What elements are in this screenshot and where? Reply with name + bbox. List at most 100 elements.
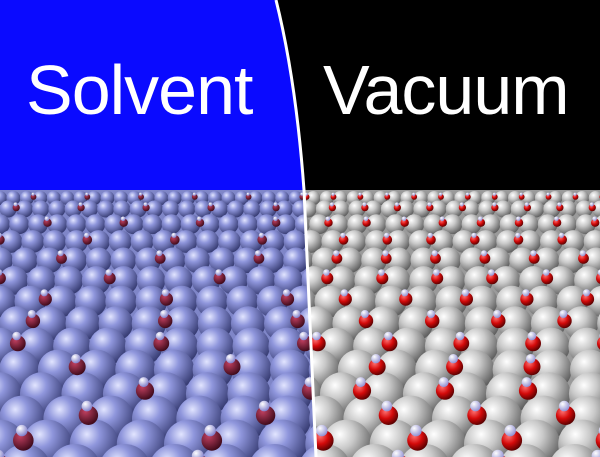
vacuum-atom [537,214,558,235]
vacuum-oxygen [431,272,444,285]
vacuum-atom [397,200,415,218]
vacuum-oxygen [557,235,567,245]
vacuum-hydrogen [438,377,449,388]
solvent-hydrogen [282,289,291,297]
vacuum-hydrogen [401,216,407,222]
solvent-oxygen [56,253,67,264]
vacuum-oxygen [491,313,506,329]
vacuum-oxygen [580,292,595,306]
vacuum-atom [408,230,432,253]
solvent-atom [194,200,212,218]
vacuum-hydrogen [470,400,481,412]
vacuum-atom [518,214,539,235]
solvent-hydrogen [273,202,278,207]
vacuum-atom [328,214,348,235]
vacuum-oxygen [330,194,337,200]
vacuum-hydrogen [492,192,496,196]
vacuum-atom [480,214,501,235]
solvent-oxygen [9,335,26,352]
vacuum-hydrogen [325,216,331,222]
vacuum-oxygen [486,272,499,285]
vacuum-oxygen [324,218,333,227]
solvent-oxygen [82,235,93,245]
solvent-hydrogen [81,400,93,412]
vacuum-hydrogen [455,331,465,341]
vacuum-oxygen [552,218,562,227]
vacuum-hydrogen [427,232,433,238]
solvent-oxygen [290,313,305,329]
vacuum-atom [509,247,535,274]
solvent-hydrogen [27,310,36,318]
vacuum-oxygen [491,194,498,200]
solvent-atom-layer [0,191,316,457]
solvent-oxygen [0,235,5,245]
vacuum-hydrogen [340,289,348,297]
solvent-hydrogen [171,232,177,238]
vacuum-atom [385,214,406,235]
solvent-atom [43,230,66,253]
vacuum-hydrogen [340,232,346,238]
solvent-oxygen [135,381,155,400]
vacuum-oxygen [407,430,428,451]
solvent-oxygen [12,430,34,451]
solvent-atom [104,214,125,235]
vacuum-hydrogen [591,449,600,457]
solvent-atom [64,200,82,218]
vacuum-atom [348,200,366,218]
solvent-hydrogen [0,232,2,238]
vacuum-hydrogen [546,192,550,196]
vacuum-atom [343,230,366,253]
solvent-oxygen [159,292,173,306]
solvent-atom [178,200,196,218]
vacuum-oxygen [309,335,326,352]
vacuum-hydrogen [323,269,330,276]
solvent-atom [199,214,220,235]
solvent-hydrogen [85,192,89,196]
vacuum-hydrogen [471,232,477,238]
solvent-oxygen [154,253,166,264]
solvent-hydrogen [84,232,90,238]
solvent-hydrogen [120,216,126,222]
vacuum-oxygen [528,253,540,264]
vacuum-atom [583,230,600,253]
solvent-atom [218,214,239,235]
solvent-oxygen [30,194,37,200]
solvent-oxygen [78,405,99,425]
vacuum-hydrogen [597,269,600,276]
vacuum-atom [575,200,593,218]
vacuum-oxygen [465,194,471,200]
solvent-hydrogen [40,289,48,297]
vacuum-atom [429,200,447,218]
vacuum-atom [321,230,345,253]
vacuum-atom [499,214,520,235]
vacuum-oxygen [476,218,486,227]
vacuum-hydrogen [558,232,565,238]
vacuum-oxygen [358,313,374,329]
vacuum-atom [332,200,350,218]
solvent-oxygen [257,235,268,245]
solvent-atom [218,230,241,253]
vacuum-hydrogen [410,424,422,437]
solvent-hydrogen [71,354,81,364]
solvent-hydrogen [12,331,21,341]
vacuum-hydrogen [448,354,458,364]
solvent-atom [85,214,106,235]
solvent-atom [28,214,48,235]
vacuum-hydrogen [371,354,381,364]
vacuum-oxygen [430,253,441,264]
vacuum-hydrogen [391,449,404,457]
vacuum-atom [474,230,498,253]
solvent-atom [174,230,198,253]
vacuum-hydrogen [530,250,537,257]
solvent-oxygen [153,335,170,352]
vacuum-oxygen [520,292,534,306]
solvent-hydrogen [161,289,169,297]
vacuum-atom [592,200,600,218]
solvent-oxygen [0,272,6,285]
vacuum-hydrogen [358,192,362,196]
vacuum-atom [311,247,338,274]
vacuum-hydrogen [557,202,562,207]
vacuum-hydrogen [558,400,570,412]
